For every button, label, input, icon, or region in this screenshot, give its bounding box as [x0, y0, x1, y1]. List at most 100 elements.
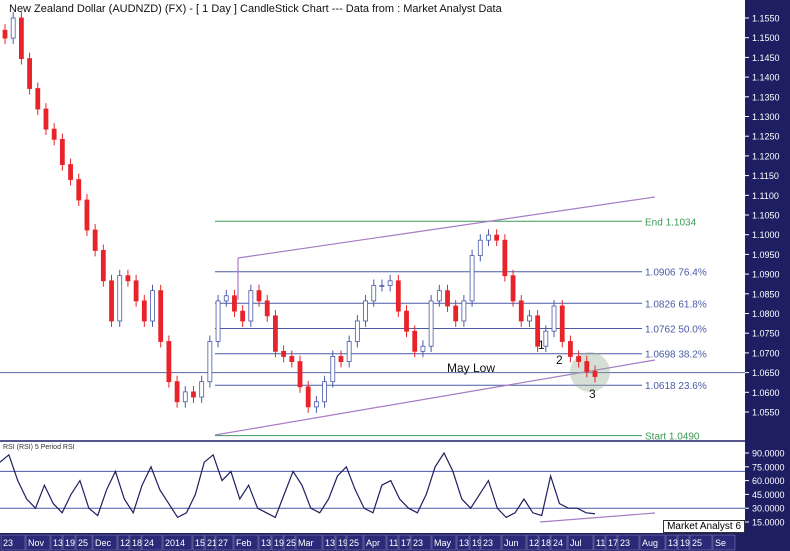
time-tick-label: Apr — [366, 538, 380, 548]
time-tick-label: Jun — [504, 538, 519, 548]
candle-body — [543, 330, 549, 347]
candle-body — [232, 295, 237, 312]
price-tick-label: 1.0550 — [752, 408, 780, 418]
candle-body — [461, 300, 467, 322]
time-tick-label: 21 — [207, 538, 217, 548]
candle-body — [35, 88, 41, 110]
candle-body — [76, 179, 82, 201]
time-tick-label: 12 — [529, 538, 539, 548]
time-tick-box — [162, 534, 193, 551]
candle-body — [141, 300, 147, 322]
candle-body — [428, 300, 434, 347]
price-tick-label: 1.1050 — [752, 211, 780, 221]
time-tick-label: 25 — [286, 538, 296, 548]
time-tick-label: Mar — [298, 538, 314, 548]
candle-body — [27, 58, 32, 89]
time-tick-box — [50, 534, 63, 551]
candle-body — [100, 250, 106, 282]
time-tick-label: Jul — [570, 538, 582, 548]
time-tick-label: Aug — [642, 538, 658, 548]
candle-body — [305, 386, 311, 408]
fib-label: 1.0906 76.4% — [645, 268, 707, 279]
time-tick-box — [431, 534, 457, 551]
time-tick-box — [233, 534, 259, 551]
candle-body — [313, 401, 319, 408]
price-tick-label: 1.1550 — [752, 14, 780, 24]
time-tick-box — [386, 534, 399, 551]
time-tick-box — [346, 534, 364, 551]
candle-body — [354, 320, 360, 342]
may-low-label: May Low — [447, 361, 496, 375]
channel-lower-line — [214, 359, 656, 436]
candle-body — [92, 229, 98, 251]
time-tick-label: 19 — [680, 538, 690, 548]
time-tick-label: 15 — [195, 538, 205, 548]
time-tick-box — [456, 534, 470, 551]
price-tick-label: 1.0900 — [752, 270, 780, 280]
candle-body — [559, 305, 565, 342]
candle-body — [166, 341, 172, 383]
candle-body — [371, 285, 377, 302]
time-tick-label: 27 — [218, 538, 228, 548]
fib-label: 1.0618 23.6% — [645, 381, 707, 392]
time-tick-box — [258, 534, 272, 551]
time-tick-box — [0, 534, 26, 551]
candle-body — [551, 305, 557, 332]
time-tick-label: Se — [715, 538, 726, 548]
fib-label: 1.0826 61.8% — [645, 299, 707, 310]
candle-body — [264, 300, 270, 317]
candle-body — [68, 164, 73, 180]
wave-3-label: 3 — [589, 387, 596, 401]
price-tick-label: 1.0850 — [752, 289, 780, 299]
price-tick-label: 1.0950 — [752, 250, 780, 260]
price-tick-label: 1.1150 — [752, 171, 779, 181]
candle-body — [469, 255, 475, 302]
fib-label: 1.0762 50.0% — [645, 324, 707, 335]
brand-label: Market Analyst 6 — [663, 520, 745, 533]
candle-body — [486, 234, 491, 241]
fib-label: 1.0698 38.2% — [645, 350, 707, 361]
candle-body — [379, 285, 385, 287]
price-tick-label: 1.1400 — [752, 73, 780, 83]
candle-body — [568, 341, 573, 357]
candle-body — [158, 290, 164, 342]
time-tick-box — [501, 534, 527, 551]
time-tick-box — [204, 534, 216, 551]
candle-body — [535, 315, 541, 347]
rsi-trend-line — [539, 512, 656, 523]
time-tick-label: 19 — [274, 538, 284, 548]
time-tick-label: 23 — [483, 538, 493, 548]
time-tick-box — [75, 534, 93, 551]
candle-body — [395, 280, 401, 312]
time-tick-label: 23 — [3, 538, 13, 548]
candle-body — [174, 381, 180, 403]
time-tick-box — [117, 534, 130, 551]
price-tick-label: 1.1100 — [752, 191, 779, 201]
candle-body — [223, 295, 229, 302]
candle-body — [576, 356, 582, 362]
time-tick-label: 12 — [120, 538, 130, 548]
time-tick-label: 18 — [541, 538, 551, 548]
time-tick-box — [335, 534, 347, 551]
time-tick-box — [639, 534, 666, 551]
rsi-tick-label: 30.0000 — [752, 504, 785, 514]
candle-body — [133, 280, 139, 302]
time-tick-box — [480, 534, 502, 551]
time-tick-box — [283, 534, 296, 551]
price-tick-label: 1.1450 — [752, 53, 780, 63]
candle-body — [445, 290, 450, 307]
time-tick-label: 18 — [132, 538, 142, 548]
candle-body — [191, 391, 196, 398]
time-tick-box — [677, 534, 690, 551]
candle-body — [436, 290, 442, 302]
candle-body — [518, 300, 524, 322]
time-tick-label: May — [434, 538, 452, 548]
time-tick-box — [215, 534, 234, 551]
candle-body — [10, 17, 16, 39]
time-tick-box — [617, 534, 640, 551]
candle-body — [584, 361, 590, 372]
fib-label: Start 1.0490 — [645, 432, 700, 443]
time-tick-box — [398, 534, 411, 551]
candle-body — [412, 330, 418, 352]
